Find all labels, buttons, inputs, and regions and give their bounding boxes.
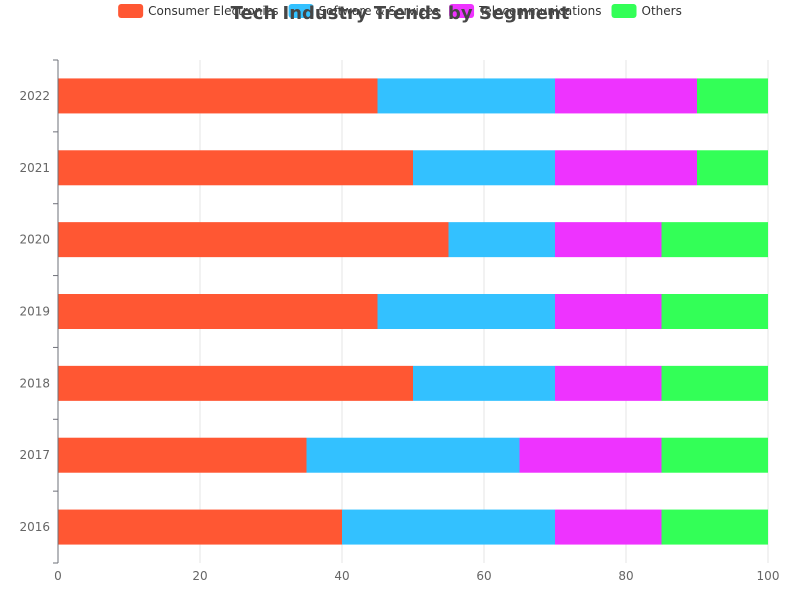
legend[interactable]: Consumer Electronics Software & Services T…	[118, 4, 682, 18]
x-tick-label: 80	[618, 569, 633, 583]
bar-segment[interactable]	[555, 222, 662, 258]
bar-segment[interactable]	[58, 437, 307, 473]
y-tick-label: 2017	[19, 448, 50, 462]
axes: 0 20 40 60 80 100 2016 2017 2018 2019 2020 2021 2022	[19, 59, 780, 583]
bar-segment[interactable]	[661, 365, 769, 401]
x-tick-label: 100	[757, 569, 780, 583]
y-tick-label: 2020	[19, 233, 50, 247]
x-tick-label: 0	[54, 569, 62, 583]
x-tick-label: 20	[192, 569, 207, 583]
bar-segment[interactable]	[555, 150, 697, 186]
bars	[58, 78, 769, 545]
legend-swatch	[288, 4, 314, 18]
legend-label: Consumer Electronics	[148, 4, 278, 18]
bar-segment[interactable]	[555, 509, 662, 545]
bar-segment[interactable]	[377, 294, 556, 329]
bar-segment[interactable]	[661, 509, 769, 545]
legend-swatch	[118, 4, 144, 18]
bar-segment[interactable]	[306, 437, 520, 473]
bar-segment[interactable]	[58, 78, 378, 114]
bar-segment[interactable]	[661, 222, 769, 258]
bar-segment[interactable]	[697, 150, 768, 186]
bar-segment[interactable]	[697, 78, 768, 114]
bar-segment[interactable]	[555, 78, 697, 114]
legend-label: Others	[642, 4, 682, 18]
x-tick-label: 60	[476, 569, 491, 583]
bar-segment[interactable]	[58, 294, 378, 329]
bar-segment[interactable]	[413, 150, 555, 186]
y-tick-label: 2021	[19, 161, 50, 175]
legend-item[interactable]: Consumer Electronics	[118, 4, 279, 18]
y-tick-label: 2022	[19, 89, 50, 103]
y-tick-label: 2016	[19, 520, 50, 534]
y-tick-label: 2019	[19, 305, 50, 319]
legend-label: Telecommunications	[478, 4, 601, 18]
bar-segment[interactable]	[555, 365, 662, 401]
legend-item[interactable]: Telecommunications	[449, 4, 602, 18]
legend-swatch	[611, 4, 637, 18]
bar-segment[interactable]	[661, 294, 769, 329]
bar-segment[interactable]	[448, 222, 556, 258]
x-tick-label: 40	[334, 569, 349, 583]
bar-segment[interactable]	[58, 509, 342, 545]
legend-item[interactable]: Software & Services	[288, 4, 440, 18]
bar-segment[interactable]	[555, 294, 662, 329]
bar-segment[interactable]	[377, 78, 556, 114]
bar-segment[interactable]	[58, 150, 413, 186]
legend-item[interactable]: Others	[611, 4, 682, 18]
bar-segment[interactable]	[342, 509, 555, 545]
bar-segment[interactable]	[661, 437, 769, 473]
bar-segment[interactable]	[58, 365, 413, 401]
bar-segment[interactable]	[519, 437, 662, 473]
y-tick-label: 2018	[19, 376, 50, 390]
legend-swatch	[449, 4, 475, 18]
chart-title: Tech Industry Trends by Segment	[231, 3, 570, 24]
bar-segment[interactable]	[413, 365, 555, 401]
bar-segment[interactable]	[58, 222, 449, 258]
legend-label: Software & Services	[319, 4, 440, 18]
